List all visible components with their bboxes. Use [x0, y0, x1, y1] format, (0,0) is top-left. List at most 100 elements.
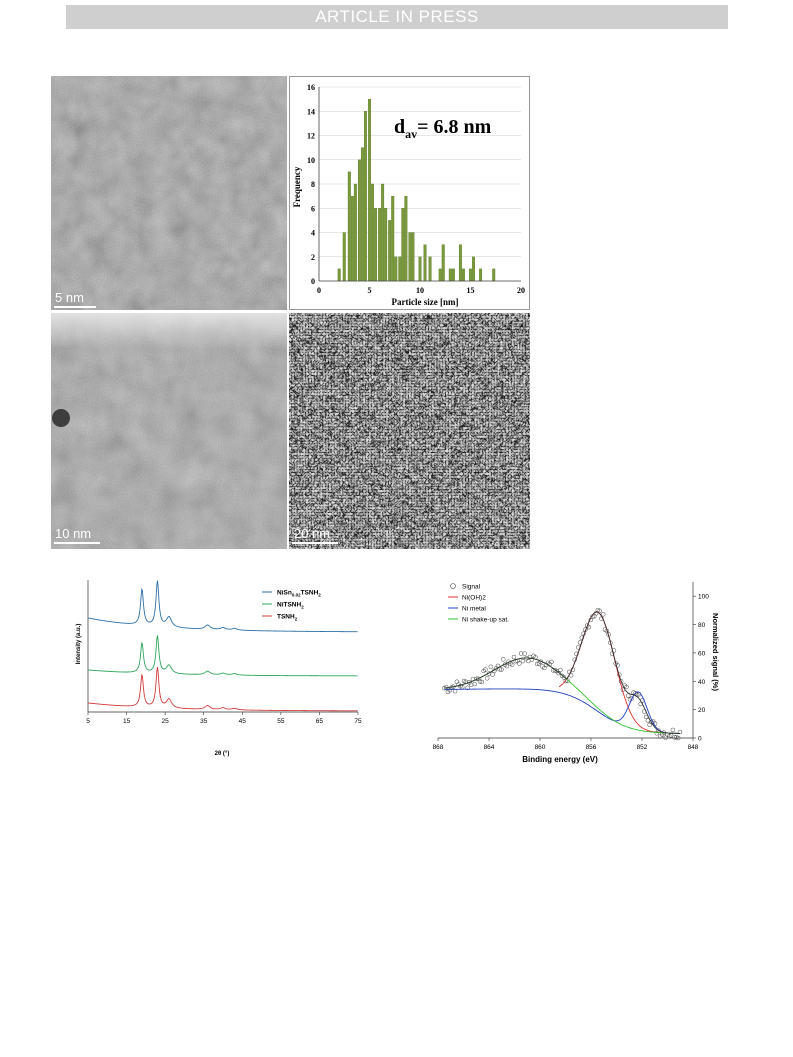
histogram-ytick-label: 0: [311, 277, 315, 286]
xrd-xtick-label: 65: [316, 718, 324, 725]
xps-signal-point: [625, 693, 631, 698]
histogram-bar: [357, 159, 361, 282]
xps-signal-point: [477, 679, 483, 684]
xps-signal-point: [549, 659, 554, 665]
xps-xlabel: Binding energy (eV): [522, 755, 598, 764]
xps-legend-marker: [450, 583, 456, 589]
xps-xtick-label: 868: [433, 744, 444, 751]
xps-signal-point: [624, 684, 629, 690]
histogram-bar: [368, 98, 371, 282]
histogram-bar: [401, 208, 405, 282]
histogram-bar: [378, 208, 382, 282]
xps-signal-point: [600, 612, 606, 617]
histogram-ytick-label: 12: [307, 132, 315, 141]
histogram-bar: [391, 195, 395, 282]
xps-signal-point: [520, 658, 526, 664]
histogram-bar: [461, 268, 465, 282]
scale-label-10nm: 10 nm: [55, 526, 92, 541]
xps-ytick-label: 80: [698, 622, 706, 629]
xps-signal-point: [504, 663, 510, 669]
xrd-legend-label: NiSn0.02TSNH2: [277, 590, 321, 598]
histogram-bar: [353, 183, 357, 282]
histogram-bar: [458, 244, 462, 282]
histogram-xtick-label: 20: [517, 286, 525, 295]
xps-signal-point: [509, 662, 515, 667]
xps-signal-point: [517, 661, 522, 666]
xrd-legend-label: NiTSNH2: [277, 602, 304, 610]
histogram-ylabel: Frequency: [292, 166, 302, 207]
xrd-series-line: [87, 635, 358, 677]
xps-signal-point: [574, 651, 579, 657]
histogram-xtick-label: 15: [467, 286, 475, 295]
tem-image-20nm: [289, 313, 530, 549]
histogram-bar: [342, 232, 346, 282]
xps-legend-label: Ni shake-up sat.: [462, 617, 509, 624]
histogram-ytick-label: 4: [311, 229, 315, 238]
histogram-annotation: dav= 6.8 nm: [394, 116, 492, 141]
histogram-ytick-label: 2: [311, 253, 315, 262]
histogram-bar: [438, 268, 442, 282]
xrd-xtick-label: 75: [354, 718, 362, 725]
xps-signal-point: [454, 679, 460, 684]
xps-signal-point: [490, 672, 495, 677]
histogram-bar: [472, 256, 475, 282]
xps-legend-label: Ni(OH)2: [462, 595, 486, 602]
histogram-bar: [411, 232, 415, 282]
xps-signal-point: [452, 688, 458, 694]
xps-signal-point: [483, 667, 488, 672]
xps-ylabel: Normalized signal (%): [711, 613, 720, 691]
xrd-xtick-label: 35: [200, 718, 208, 725]
xps-signal-point: [518, 651, 524, 656]
histogram-bar: [347, 171, 351, 282]
xps-xtick-label: 864: [484, 744, 495, 751]
xps-signal-point: [563, 678, 568, 684]
xrd-legend-label: TSNH2: [277, 614, 298, 622]
xrd-xtick-label: 25: [162, 718, 170, 725]
histogram-panel: 0 2 4 6 8 10 12 14 16 0 5 10 15 20 dav= 6.8 nm Partic…: [289, 76, 530, 310]
xps-nimetal-line: [444, 688, 681, 734]
article-in-press-banner: ARTICLE IN PRESS: [66, 5, 728, 29]
histogram-ytick-label: 10: [307, 156, 315, 165]
tem-texture-grey: [51, 313, 287, 549]
histogram-bar: [441, 244, 445, 282]
xps-signal-point: [579, 635, 585, 640]
xps-ytick-label: 60: [698, 650, 706, 657]
histogram-bar: [492, 268, 496, 282]
histogram-bar: [423, 244, 427, 282]
xps-ytick-label: 40: [698, 679, 706, 686]
xps-xtick-label: 856: [586, 744, 597, 751]
xps-xtick-label: 848: [688, 744, 699, 751]
xps-signal-point: [672, 735, 677, 740]
xps-xtick-label: 852: [637, 744, 648, 751]
histogram-bar: [479, 268, 483, 282]
xrd-chart: 5 15 25 35 45 55 65 75 NiSn0.02TSNH2 NiTSNH2 TSNH…: [76, 580, 362, 757]
tem-image-10nm: [51, 313, 287, 549]
xps-ytick-label: 20: [698, 707, 706, 714]
xps-signal-point: [615, 663, 620, 668]
xrd-xlabel: 2θ (°): [215, 751, 230, 757]
xps-envelope-line: [444, 611, 681, 734]
histogram-bar: [404, 195, 408, 282]
xps-ytick-label: 100: [698, 594, 709, 601]
histogram-ytick-label: 14: [307, 107, 315, 116]
xps-signal-point: [488, 664, 494, 670]
xrd-series-line: [87, 580, 358, 633]
xps-signal-point: [534, 661, 540, 667]
xps-signal-point: [472, 681, 477, 687]
histogram-bar: [388, 220, 392, 282]
xps-signal-point: [561, 675, 567, 680]
xps-signal-point: [675, 735, 681, 741]
scale-label-20nm: 20 nm: [294, 526, 331, 541]
xps-signal-point: [597, 608, 602, 614]
histogram-xtick-label: 0: [317, 286, 321, 295]
xps-signal-point: [529, 657, 535, 662]
scale-bar-5nm: [54, 306, 96, 308]
xps-signal-point: [618, 679, 624, 684]
histogram-bar: [448, 268, 452, 282]
histogram-bar: [350, 195, 354, 282]
histogram-bar: [337, 268, 341, 282]
histogram-bar: [384, 208, 388, 282]
xrd-series-line: [87, 666, 358, 712]
xps-signal-point: [670, 727, 676, 733]
histogram-bar: [469, 268, 472, 282]
